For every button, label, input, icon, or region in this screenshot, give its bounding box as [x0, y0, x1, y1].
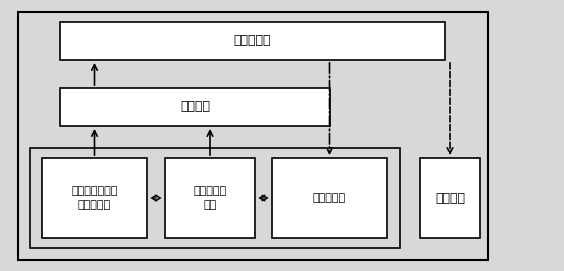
Text: 高压电场感应能
量获取模块: 高压电场感应能 量获取模块: [71, 186, 118, 210]
Bar: [420, 158, 480, 238]
Bar: [272, 158, 387, 238]
Text: 内置传感器: 内置传感器: [313, 193, 346, 203]
Bar: [42, 158, 147, 238]
Text: 主控制模块: 主控制模块: [233, 34, 271, 47]
Bar: [18, 12, 488, 260]
Bar: [30, 148, 400, 248]
Text: 指示模块: 指示模块: [435, 192, 465, 205]
Text: 可开闭耦合
线圈: 可开闭耦合 线圈: [193, 186, 227, 210]
Bar: [165, 158, 255, 238]
Text: 储能模块: 储能模块: [180, 101, 210, 114]
Bar: [60, 22, 445, 60]
Bar: [60, 88, 330, 126]
